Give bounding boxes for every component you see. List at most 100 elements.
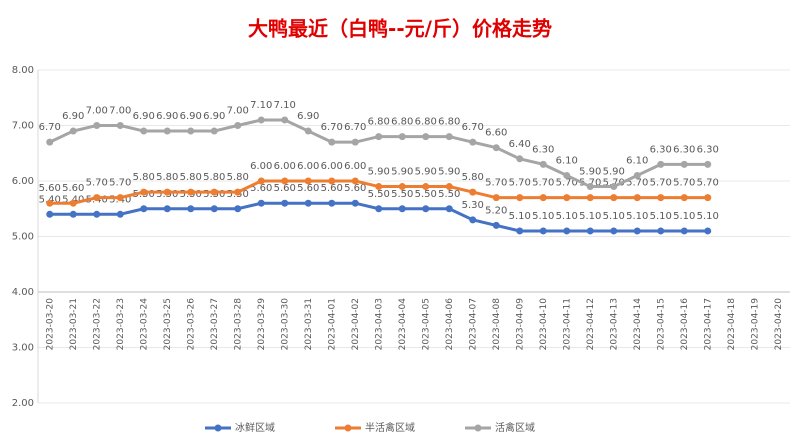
point <box>539 227 547 235</box>
data-label: 6.90 <box>297 111 319 122</box>
data-label: 5.70 <box>556 178 578 189</box>
data-label: 6.40 <box>509 139 531 150</box>
y-tick-label: 8.00 <box>12 65 34 76</box>
data-label: 6.30 <box>650 144 672 155</box>
point <box>304 177 312 185</box>
data-label: 6.00 <box>321 161 343 172</box>
point <box>610 227 618 235</box>
point <box>328 138 336 146</box>
x-tick-label: 2023-04-06 <box>445 298 455 351</box>
point <box>328 177 336 185</box>
x-tick-label: 2023-04-20 <box>774 298 784 351</box>
data-label: 5.90 <box>368 167 390 178</box>
x-tick-label: 2023-04-02 <box>351 298 361 350</box>
point <box>398 205 406 213</box>
point <box>69 199 77 207</box>
point <box>187 188 195 196</box>
data-label: 7.00 <box>86 106 108 117</box>
point <box>140 205 148 213</box>
data-label: 6.70 <box>321 122 343 133</box>
x-tick-label: 2023-04-14 <box>633 298 643 351</box>
point <box>586 227 594 235</box>
point <box>281 177 289 185</box>
point <box>539 194 547 202</box>
point <box>328 199 336 207</box>
y-tick-label: 7.00 <box>12 121 34 132</box>
data-label: 5.70 <box>650 178 672 189</box>
point <box>657 227 665 235</box>
point <box>469 188 477 196</box>
point <box>563 171 571 179</box>
x-tick-label: 2023-04-17 <box>703 298 713 350</box>
data-label: 6.90 <box>133 111 155 122</box>
data-label: 5.10 <box>509 211 531 222</box>
data-label: 6.80 <box>438 117 460 128</box>
x-tick-label: 2023-04-10 <box>539 298 549 351</box>
point <box>375 183 383 191</box>
point <box>351 199 359 207</box>
point <box>163 205 171 213</box>
data-label: 5.10 <box>673 211 695 222</box>
data-label: 6.00 <box>297 161 319 172</box>
point <box>445 133 453 141</box>
legend-label: 活禽区域 <box>495 421 535 434</box>
x-tick-label: 2023-03-22 <box>92 298 102 350</box>
data-label: 5.30 <box>462 200 484 211</box>
x-tick-label: 2023-04-08 <box>492 298 502 351</box>
point <box>375 133 383 141</box>
data-label: 6.60 <box>485 128 507 139</box>
data-label: 5.20 <box>485 205 507 216</box>
point <box>516 194 524 202</box>
data-label: 6.00 <box>344 161 366 172</box>
data-label: 5.10 <box>603 211 625 222</box>
point <box>657 160 665 168</box>
x-tick-label: 2023-03-31 <box>304 298 314 350</box>
data-label: 5.50 <box>368 189 390 200</box>
point <box>93 122 101 129</box>
legend-marker <box>344 424 352 432</box>
data-label: 6.90 <box>180 111 202 122</box>
x-tick-label: 2023-03-21 <box>69 298 79 350</box>
x-tick-label: 2023-04-18 <box>727 298 737 351</box>
point <box>445 183 453 191</box>
point <box>234 205 242 213</box>
point <box>422 133 430 141</box>
point <box>586 183 594 191</box>
point <box>257 116 265 124</box>
point <box>563 227 571 235</box>
point <box>633 194 641 202</box>
point <box>657 194 665 202</box>
data-label: 5.50 <box>391 189 413 200</box>
x-tick-label: 2023-03-23 <box>116 298 126 350</box>
point <box>422 183 430 191</box>
data-label: 5.70 <box>86 178 108 189</box>
data-label: 6.10 <box>626 155 648 166</box>
data-label: 5.80 <box>180 172 202 183</box>
data-label: 5.80 <box>203 172 225 183</box>
point <box>610 183 618 191</box>
x-tick-label: 2023-03-20 <box>45 298 55 351</box>
point <box>46 199 54 207</box>
point <box>610 194 618 202</box>
point <box>351 138 359 146</box>
point <box>680 160 688 168</box>
data-label: 6.10 <box>556 155 578 166</box>
point <box>210 205 218 213</box>
point <box>633 171 641 179</box>
x-tick-label: 2023-04-07 <box>468 298 478 350</box>
point <box>187 205 195 213</box>
data-label: 6.90 <box>62 111 84 122</box>
point <box>187 127 195 135</box>
point <box>704 160 712 168</box>
data-label: 6.70 <box>344 122 366 133</box>
point <box>116 122 124 129</box>
data-label: 6.80 <box>368 117 390 128</box>
point <box>398 133 406 141</box>
legend-label: 半活禽区域 <box>365 421 415 434</box>
data-label: 5.60 <box>39 183 61 194</box>
data-label: 5.80 <box>133 172 155 183</box>
data-label: 6.00 <box>274 161 296 172</box>
data-label: 5.10 <box>650 211 672 222</box>
point <box>539 160 547 168</box>
